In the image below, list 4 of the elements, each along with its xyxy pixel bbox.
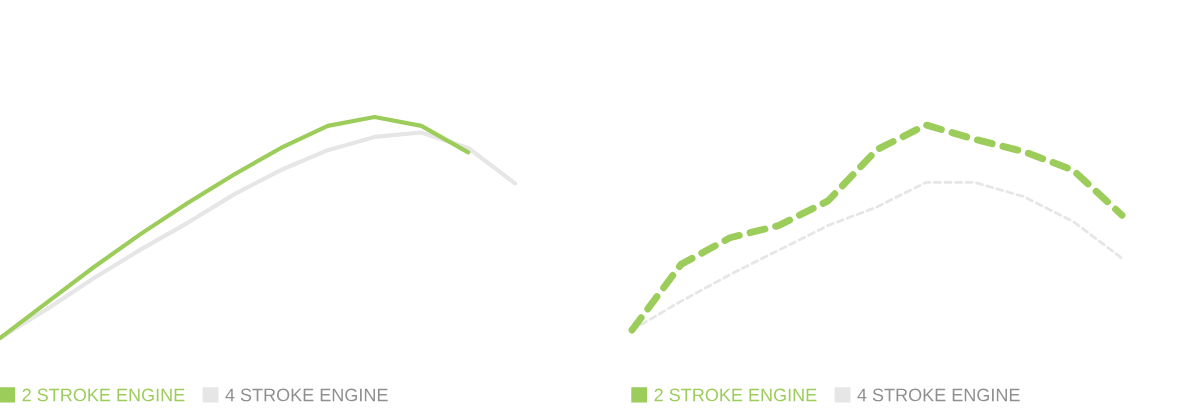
legend-label: 4 STROKE ENGINE: [857, 388, 1020, 402]
legend-label: 4 STROKE ENGINE: [225, 388, 388, 402]
legend-label: 2 STROKE ENGINE: [22, 388, 185, 402]
legend-label: 2 STROKE ENGINE: [654, 388, 817, 402]
